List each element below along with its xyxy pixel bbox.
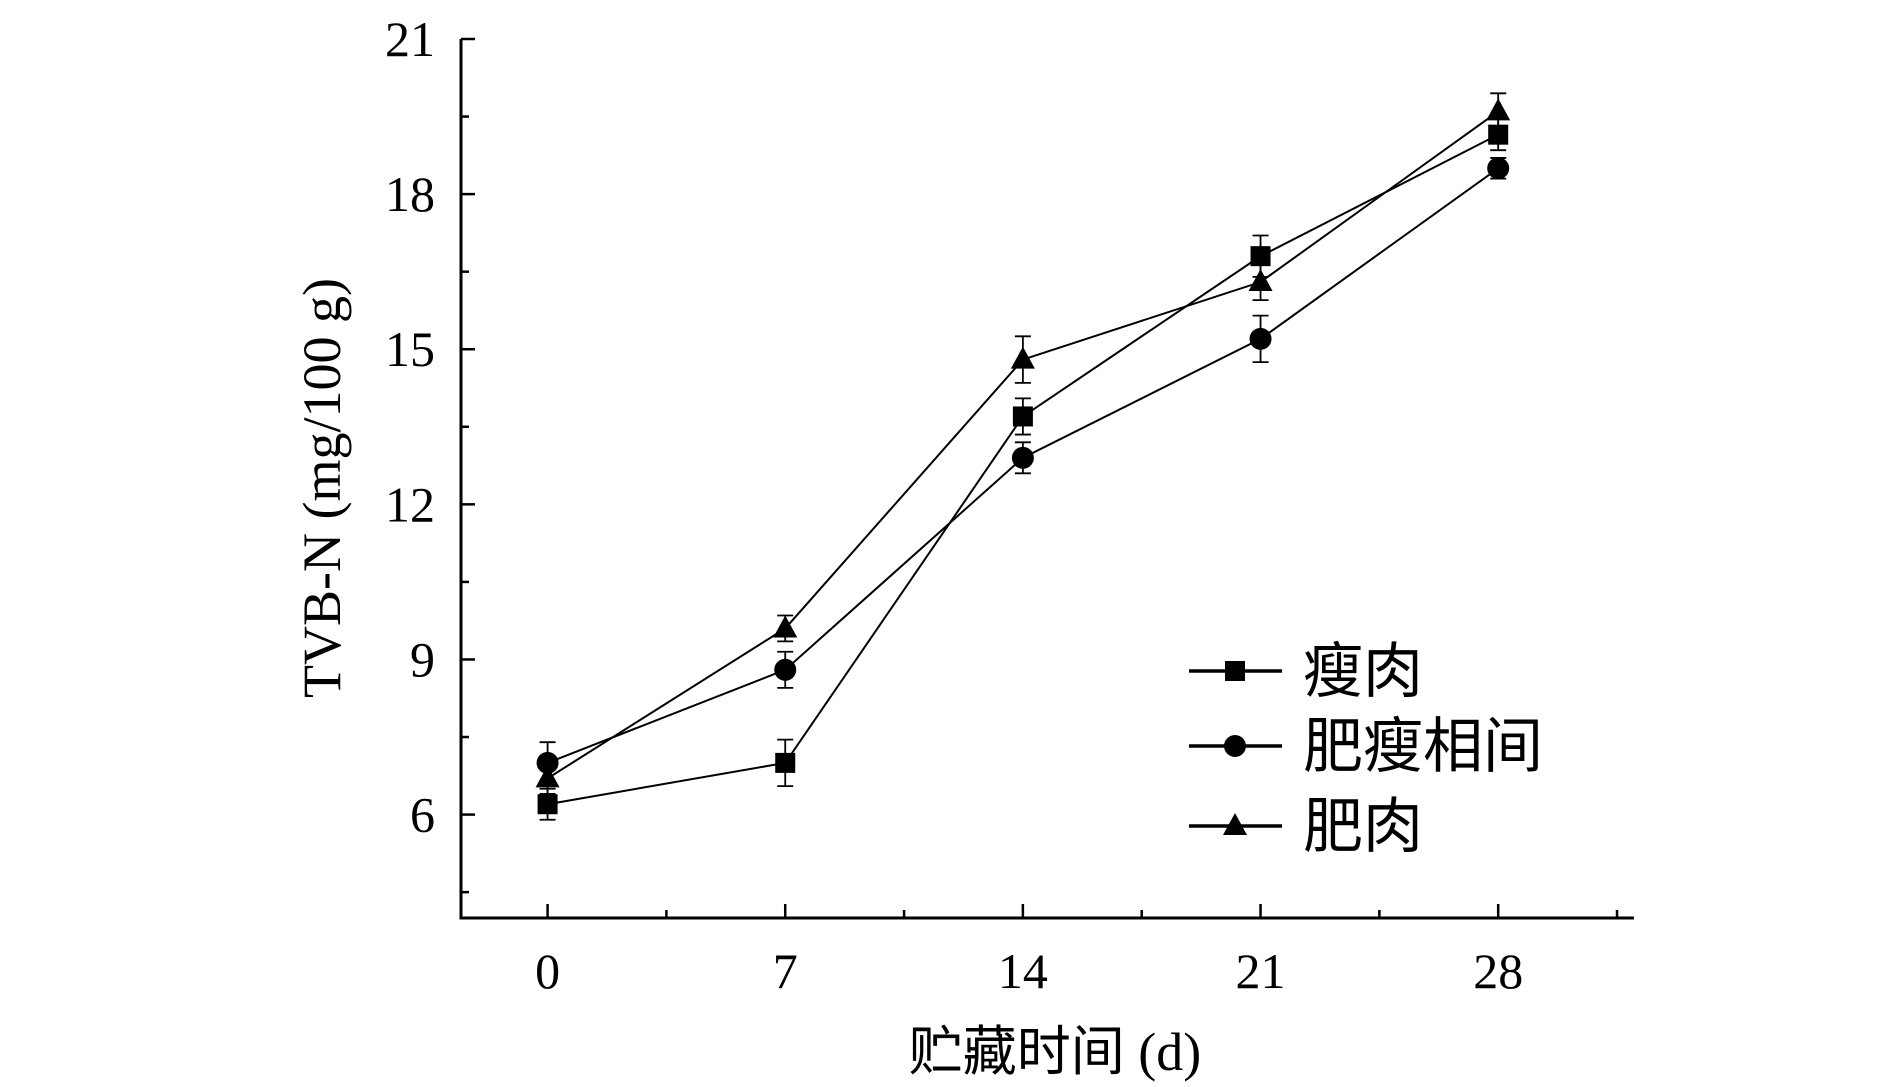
data-point: [775, 752, 796, 773]
legend-label: 肥肉: [1303, 794, 1423, 860]
legend-marker: [1223, 813, 1247, 835]
y-tick-label: 9: [410, 631, 435, 687]
data-point: [1248, 269, 1273, 292]
x-tick-label: 0: [535, 943, 560, 999]
data-point: [1012, 406, 1033, 427]
legend-item: 肥肉: [1189, 794, 1423, 860]
x-tick-label: 28: [1473, 943, 1523, 999]
data-point: [773, 615, 798, 638]
legend-label: 瘦肉: [1303, 639, 1423, 705]
data-point: [1249, 327, 1272, 350]
y-tick-label: 15: [385, 321, 435, 377]
data-point: [1250, 246, 1271, 267]
legend-marker: [1224, 735, 1246, 757]
legend-label: 肥瘦相间: [1303, 714, 1543, 780]
series-group: [535, 92, 1511, 821]
data-point: [1010, 346, 1035, 369]
data-point: [537, 794, 558, 815]
data-point: [1487, 157, 1510, 180]
data-point: [1011, 446, 1034, 469]
x-tick-label: 14: [998, 943, 1048, 999]
x-tick-label: 21: [1236, 943, 1286, 999]
series-circle: [536, 157, 1510, 785]
legend-marker: [1225, 661, 1245, 681]
y-tick-label: 21: [385, 11, 435, 67]
data-point: [774, 658, 797, 681]
y-tick-label: 12: [385, 476, 435, 532]
y-tick-label: 18: [385, 166, 435, 222]
y-tick-label: 6: [410, 787, 435, 843]
y-axis-label: TVB-N (mg/100 g): [292, 278, 352, 698]
series-square: [537, 118, 1509, 821]
legend-item: 瘦肉: [1189, 639, 1423, 705]
data-point: [1486, 98, 1511, 121]
axes: 6 9 12 15 18 21 0 7 14 21 28: [385, 11, 1634, 999]
series-triangle: [535, 92, 1511, 795]
data-point: [535, 765, 560, 788]
x-axis-label: 贮藏时间 (d): [909, 1022, 1201, 1082]
legend-item: 肥瘦相间: [1189, 714, 1543, 780]
x-tick-label: 7: [773, 943, 798, 999]
